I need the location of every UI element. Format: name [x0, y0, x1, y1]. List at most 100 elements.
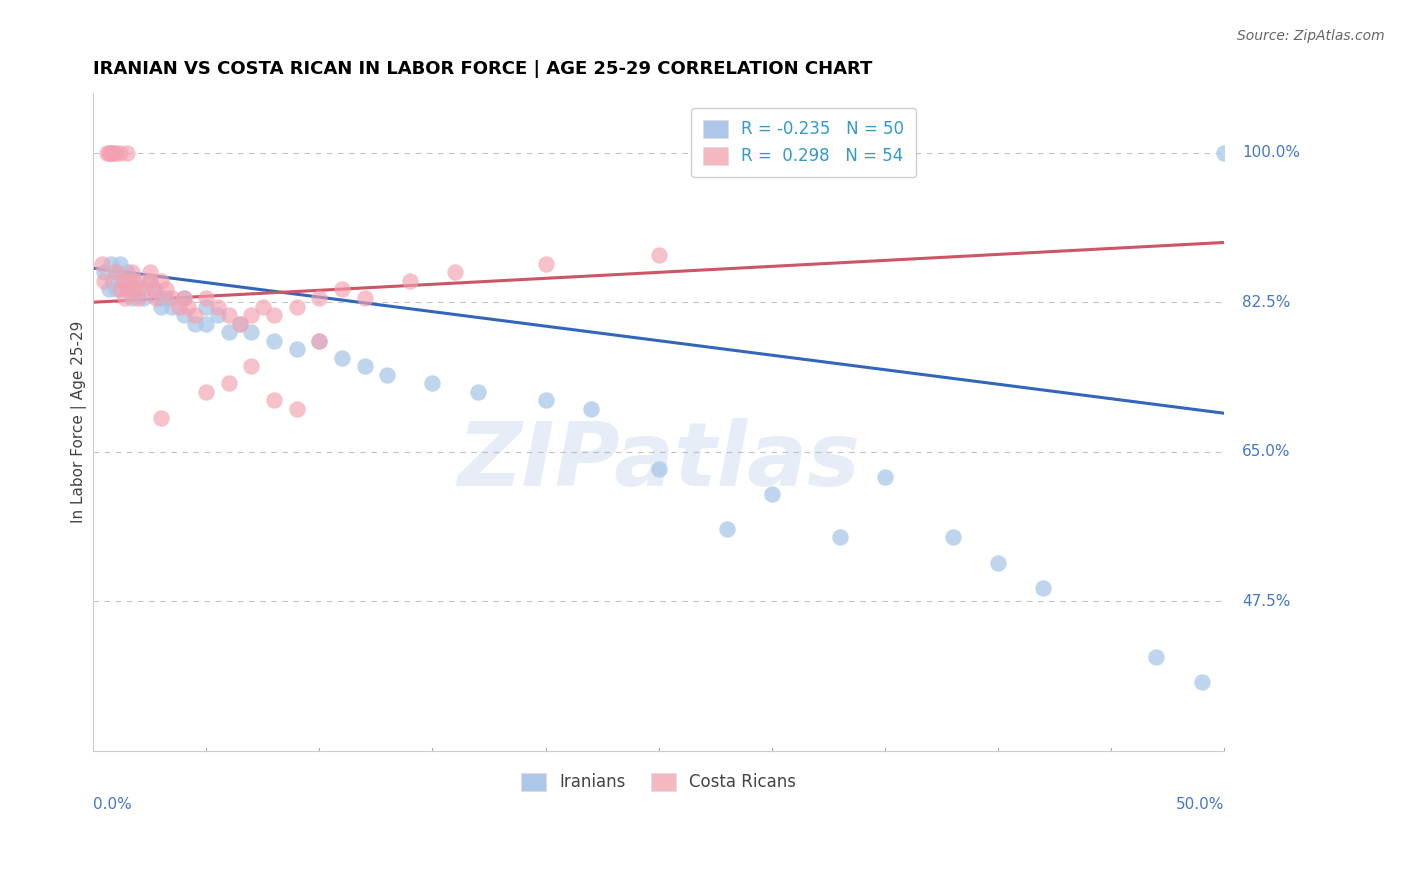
Point [195, 291, 218, 305]
Point [195, 300, 218, 314]
Point [647, 461, 669, 475]
Text: 47.5%: 47.5% [1243, 593, 1291, 608]
Point [118, 274, 141, 288]
Point [353, 291, 375, 305]
Point [398, 274, 420, 288]
Point [150, 291, 173, 305]
Point [150, 274, 173, 288]
Point [173, 291, 195, 305]
Point [375, 368, 398, 382]
Point [229, 317, 252, 331]
Point [218, 325, 240, 339]
Point [987, 556, 1010, 570]
Text: ZIPatlas: ZIPatlas [457, 417, 860, 505]
Text: 50.0%: 50.0% [1175, 797, 1225, 813]
Point [93, 265, 115, 279]
Point [184, 308, 207, 322]
Text: 100.0%: 100.0% [1243, 145, 1301, 161]
Point [114, 291, 136, 305]
Point [1144, 649, 1167, 664]
Point [229, 317, 252, 331]
Point [132, 291, 155, 305]
Point [104, 282, 127, 296]
Point [308, 334, 330, 348]
Point [121, 265, 143, 279]
Text: 82.5%: 82.5% [1243, 294, 1291, 310]
Legend: Iranians, Costa Ricans: Iranians, Costa Ricans [512, 763, 806, 801]
Point [96, 145, 118, 160]
Point [579, 401, 602, 416]
Point [761, 487, 783, 501]
Point [218, 376, 240, 391]
Point [218, 308, 240, 322]
Point [132, 282, 155, 296]
Point [167, 300, 190, 314]
Point [121, 291, 143, 305]
Point [263, 308, 285, 322]
Point [173, 291, 195, 305]
Point [127, 282, 149, 296]
Point [104, 145, 127, 160]
Point [173, 308, 195, 322]
Point [97, 145, 120, 160]
Point [91, 257, 114, 271]
Point [184, 317, 207, 331]
Point [942, 530, 965, 544]
Text: Source: ZipAtlas.com: Source: ZipAtlas.com [1237, 29, 1385, 43]
Point [93, 274, 115, 288]
Point [145, 291, 167, 305]
Point [138, 265, 160, 279]
Y-axis label: In Labor Force | Age 25-29: In Labor Force | Age 25-29 [72, 320, 87, 523]
Text: 65.0%: 65.0% [1243, 444, 1291, 459]
Point [110, 145, 132, 160]
Point [240, 359, 263, 374]
Point [100, 257, 122, 271]
Point [252, 300, 274, 314]
Point [103, 274, 125, 288]
Point [143, 282, 166, 296]
Point [828, 530, 851, 544]
Point [103, 145, 125, 160]
Point [100, 145, 122, 160]
Point [111, 274, 134, 288]
Point [155, 291, 177, 305]
Point [155, 282, 177, 296]
Point [240, 325, 263, 339]
Point [100, 145, 122, 160]
Point [467, 384, 489, 399]
Point [534, 257, 557, 271]
Point [534, 393, 557, 408]
Point [716, 521, 738, 535]
Point [110, 282, 132, 296]
Point [285, 401, 308, 416]
Point [207, 308, 229, 322]
Point [115, 282, 138, 296]
Point [127, 291, 149, 305]
Point [138, 274, 160, 288]
Point [150, 410, 173, 425]
Point [110, 257, 132, 271]
Point [104, 265, 127, 279]
Point [138, 274, 160, 288]
Point [1213, 145, 1236, 160]
Point [422, 376, 444, 391]
Point [353, 359, 375, 374]
Point [285, 342, 308, 356]
Point [308, 334, 330, 348]
Point [195, 317, 218, 331]
Point [263, 393, 285, 408]
Point [330, 351, 353, 365]
Point [195, 384, 218, 399]
Point [122, 282, 145, 296]
Point [330, 282, 353, 296]
Point [143, 282, 166, 296]
Point [647, 248, 669, 262]
Point [263, 334, 285, 348]
Point [162, 291, 184, 305]
Point [104, 265, 127, 279]
Point [115, 145, 138, 160]
Point [873, 470, 896, 484]
Point [240, 308, 263, 322]
Point [285, 300, 308, 314]
Point [162, 300, 184, 314]
